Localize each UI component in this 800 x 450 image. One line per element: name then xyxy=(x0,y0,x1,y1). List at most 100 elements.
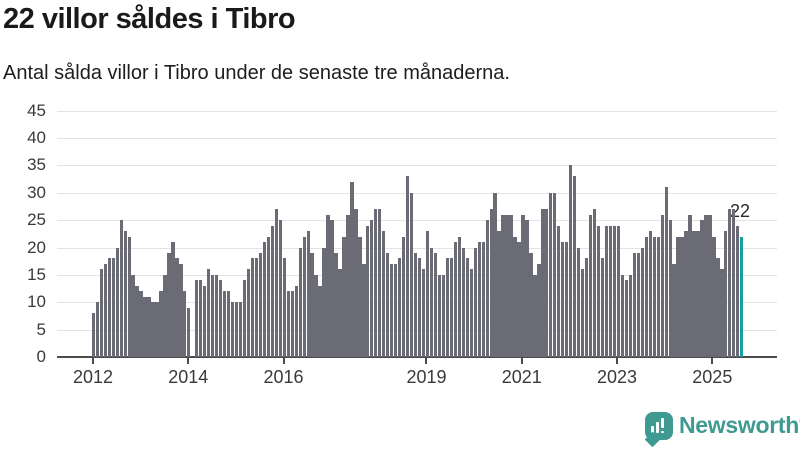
bar xyxy=(533,274,537,357)
x-axis-tick xyxy=(92,358,94,364)
bar xyxy=(246,269,251,357)
bar xyxy=(600,258,605,357)
bar xyxy=(700,220,704,357)
gridline-y-25 xyxy=(57,220,777,222)
bar xyxy=(358,236,362,357)
gridline-y-45 xyxy=(57,110,777,112)
bar xyxy=(517,242,521,357)
bar xyxy=(489,209,493,357)
brand-footer: Newsworthy xyxy=(644,412,800,448)
bar xyxy=(457,236,461,357)
x-axis-tick-label: 2025 xyxy=(692,367,733,387)
bar xyxy=(405,176,410,357)
bar xyxy=(433,253,438,357)
bar xyxy=(211,274,215,357)
bar xyxy=(226,291,231,357)
x-axis-tick xyxy=(711,358,714,364)
bar xyxy=(366,225,370,357)
bar xyxy=(465,258,469,357)
bar xyxy=(131,274,135,357)
bar xyxy=(314,274,318,357)
bar xyxy=(644,236,648,357)
x-axis-line xyxy=(57,356,777,358)
bar xyxy=(107,258,111,357)
bar xyxy=(282,258,286,357)
bar xyxy=(163,274,167,357)
bar xyxy=(680,236,684,357)
bar xyxy=(258,253,263,357)
bar xyxy=(708,214,712,357)
bar xyxy=(175,258,179,357)
bar xyxy=(266,236,271,357)
x-axis-tick-label: 2019 xyxy=(406,367,447,387)
bar xyxy=(203,285,207,357)
gridline-y-20 xyxy=(57,247,777,249)
bar xyxy=(171,242,175,357)
y-axis-tick-label: 30 xyxy=(27,182,46,202)
bar xyxy=(238,302,243,357)
bar xyxy=(620,274,625,357)
bar xyxy=(736,225,740,357)
bar xyxy=(302,236,306,357)
bar xyxy=(588,214,593,357)
bar xyxy=(604,225,609,357)
bar xyxy=(720,269,724,357)
bar xyxy=(668,220,672,357)
bar xyxy=(497,231,501,357)
x-axis-tick-label: 2023 xyxy=(597,367,638,387)
bar xyxy=(449,258,454,357)
bar xyxy=(127,236,131,357)
bar xyxy=(453,242,457,357)
bar xyxy=(696,231,700,357)
bar xyxy=(692,231,696,357)
y-axis-tick-label: 15 xyxy=(27,264,46,284)
bar xyxy=(151,302,155,357)
bar xyxy=(437,274,442,357)
y-axis-tick-label: 35 xyxy=(27,155,46,175)
bar xyxy=(545,209,549,357)
x-axis-tick xyxy=(425,358,428,364)
bar xyxy=(306,231,310,357)
bar xyxy=(346,214,350,357)
bar xyxy=(294,285,298,357)
y-axis-tick-label: 10 xyxy=(27,292,46,312)
logo-exclamation-line xyxy=(661,418,664,428)
bar xyxy=(95,302,99,357)
page-title: 22 villor såldes i Tibro xyxy=(3,3,296,35)
bar xyxy=(310,253,314,357)
bar xyxy=(183,291,187,357)
bar xyxy=(584,258,589,357)
bar xyxy=(91,313,95,357)
bar xyxy=(123,231,127,357)
bar xyxy=(338,269,342,357)
bar xyxy=(640,247,644,357)
bar xyxy=(664,187,668,357)
bar xyxy=(374,209,378,357)
bar xyxy=(541,209,545,357)
bar xyxy=(401,236,406,357)
bar xyxy=(549,192,553,357)
bar xyxy=(656,236,660,357)
bar xyxy=(354,209,358,357)
bar xyxy=(386,253,390,357)
bar xyxy=(147,296,151,357)
bar xyxy=(513,236,517,357)
bar xyxy=(103,263,107,357)
bar xyxy=(215,274,219,357)
bar xyxy=(298,247,302,357)
bar xyxy=(390,263,394,357)
bar xyxy=(139,291,143,357)
bar xyxy=(612,225,617,357)
bar xyxy=(425,231,430,357)
bar xyxy=(569,165,573,357)
bar xyxy=(501,214,505,357)
y-axis-tick-label: 0 xyxy=(36,347,46,366)
bar xyxy=(505,214,509,357)
bar xyxy=(573,176,577,357)
bar xyxy=(485,220,489,357)
bar xyxy=(716,258,720,357)
bar xyxy=(553,192,557,357)
bar xyxy=(732,209,736,357)
